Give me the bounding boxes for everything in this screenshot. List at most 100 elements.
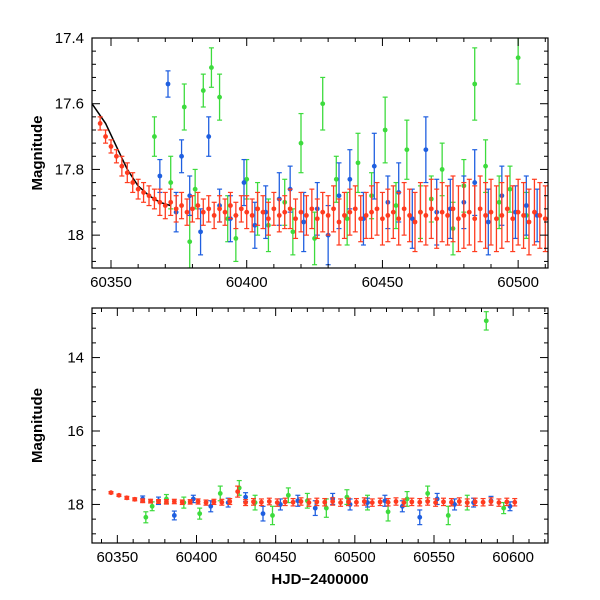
marker <box>472 180 478 185</box>
data-point-red <box>113 149 119 164</box>
data-point-red <box>187 499 193 505</box>
marker <box>385 499 391 505</box>
data-point-red <box>531 178 537 246</box>
data-point-red <box>179 191 185 220</box>
data-point-blue <box>171 510 177 521</box>
marker <box>361 499 367 504</box>
data-point-red <box>377 497 383 507</box>
data-point-green <box>404 119 410 180</box>
data-point-green <box>151 116 157 157</box>
data-point-red <box>499 181 505 249</box>
marker <box>152 196 157 202</box>
data-point-red <box>433 498 439 507</box>
data-point-red <box>346 497 351 507</box>
marker <box>181 104 187 110</box>
marker <box>304 213 309 218</box>
marker <box>342 213 347 218</box>
x-axis-label: HJD−2400000 <box>271 571 368 588</box>
marker <box>168 199 174 205</box>
data-point-red <box>251 497 256 506</box>
marker <box>312 505 318 511</box>
data-point-green <box>483 311 489 331</box>
data-point-green <box>143 511 149 524</box>
data-point-blue <box>165 70 171 98</box>
marker <box>369 209 374 215</box>
data-point-red <box>347 188 353 236</box>
marker <box>537 213 543 218</box>
data-point-red <box>163 499 169 505</box>
marker <box>393 203 399 208</box>
marker <box>480 499 486 505</box>
data-point-green <box>192 168 198 210</box>
marker <box>352 206 358 212</box>
data-point-red <box>119 155 125 177</box>
data-point-red <box>146 185 152 207</box>
data-point-blue <box>187 175 193 217</box>
data-point-red <box>309 188 315 230</box>
marker <box>472 81 478 87</box>
data-point-red <box>179 499 185 506</box>
marker <box>146 193 152 199</box>
series-red <box>108 485 518 507</box>
marker <box>344 216 350 222</box>
marker <box>164 499 169 505</box>
marker <box>187 193 193 199</box>
data-point-green <box>472 47 478 121</box>
y-tick-label: 17.6 <box>55 96 84 113</box>
marker <box>270 513 275 518</box>
marker <box>192 186 198 192</box>
marker <box>244 176 250 182</box>
series-red <box>97 116 548 256</box>
marker <box>331 206 336 212</box>
data-point-red <box>472 497 478 507</box>
marker <box>371 163 377 169</box>
data-point-red <box>116 492 122 498</box>
data-point-red <box>393 497 399 506</box>
data-point-green <box>244 158 250 200</box>
marker <box>423 213 429 218</box>
data-point-red <box>428 178 434 240</box>
marker <box>322 499 328 505</box>
data-point-blue <box>301 191 307 253</box>
marker <box>507 503 513 509</box>
data-point-red <box>130 172 136 194</box>
marker <box>132 496 138 502</box>
marker <box>282 209 288 215</box>
plot-area <box>108 311 518 526</box>
y-axis-label: Magnitude <box>29 388 46 463</box>
marker <box>243 500 248 506</box>
data-point-red <box>260 195 266 230</box>
marker <box>456 216 461 222</box>
data-point-red <box>249 198 255 233</box>
marker <box>449 499 454 505</box>
x-tick-label: 60450 <box>362 274 404 291</box>
marker <box>347 209 353 215</box>
data-point-red <box>477 175 483 243</box>
marker <box>466 209 472 215</box>
marker <box>198 229 203 235</box>
marker <box>157 199 163 205</box>
data-point-green <box>200 73 206 108</box>
marker <box>173 206 179 212</box>
marker <box>157 173 163 179</box>
data-point-red <box>338 498 344 507</box>
marker <box>404 147 410 153</box>
marker <box>485 219 491 225</box>
marker <box>187 499 193 505</box>
marker <box>243 494 248 500</box>
marker <box>496 199 502 205</box>
data-point-red <box>303 195 309 236</box>
marker <box>380 216 385 222</box>
marker <box>233 236 239 241</box>
marker <box>149 503 155 509</box>
marker <box>441 499 446 505</box>
data-point-green <box>270 505 275 526</box>
marker <box>393 499 399 504</box>
data-point-red <box>515 178 521 246</box>
data-point-red <box>156 499 161 504</box>
data-point-red <box>162 191 168 220</box>
marker <box>404 496 410 502</box>
data-point-red <box>238 195 244 223</box>
marker <box>203 500 209 506</box>
